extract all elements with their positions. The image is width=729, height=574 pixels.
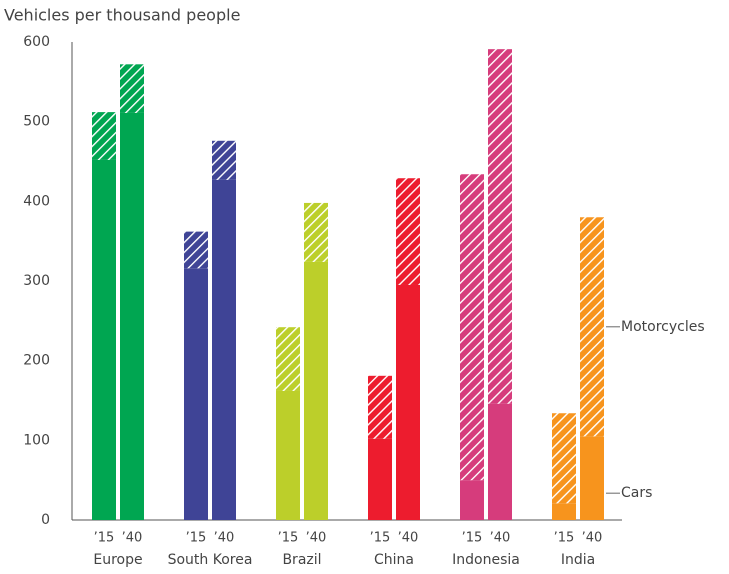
period-label: ’40 — [306, 531, 327, 546]
y-tick-label: 200 — [23, 353, 50, 369]
period-label: ’40 — [398, 531, 419, 546]
group-label: Brazil — [282, 552, 321, 568]
y-tick-label: 500 — [23, 114, 50, 130]
bar-segment-hatched — [488, 49, 512, 404]
bar-segment-hatched — [552, 413, 576, 504]
bar-segment — [212, 179, 236, 520]
bar-segment-hatched — [120, 64, 144, 113]
period-label: ’15 — [462, 531, 483, 546]
period-label: ’15 — [278, 531, 299, 546]
bar-segment — [304, 261, 328, 520]
period-label: ’15 — [554, 531, 575, 546]
bar-segment — [368, 438, 392, 520]
y-axis-title: Vehicles per thousand people — [4, 6, 240, 25]
bar-segment-hatched — [368, 375, 392, 439]
y-tick-label: 300 — [23, 273, 50, 289]
group-label: Indonesia — [452, 552, 520, 568]
y-tick-label: 100 — [23, 432, 50, 448]
bar-segment — [488, 403, 512, 520]
group-label: South Korea — [168, 552, 253, 568]
group-label: China — [374, 552, 414, 568]
period-label: ’40 — [214, 531, 235, 546]
y-tick-label: 400 — [23, 193, 50, 209]
bar-segment — [460, 480, 484, 520]
period-label: ’15 — [370, 531, 391, 546]
bar-segment-hatched — [396, 178, 420, 285]
y-tick-label: 600 — [23, 34, 50, 50]
bar-segment-hatched — [460, 174, 484, 481]
bar-segment — [396, 284, 420, 520]
series-label: Cars — [621, 485, 652, 501]
bar-segment — [552, 503, 576, 520]
period-label: ’15 — [94, 531, 115, 546]
period-label: ’40 — [122, 531, 143, 546]
y-tick-label: 0 — [41, 512, 50, 528]
bar-segment — [184, 268, 208, 520]
bar-segment-hatched — [580, 217, 604, 437]
period-label: ’40 — [582, 531, 603, 546]
period-label: ’15 — [186, 531, 207, 546]
period-label: ’40 — [490, 531, 511, 546]
bar-segment — [120, 112, 144, 521]
group-label: India — [561, 552, 595, 568]
bar-segment-hatched — [276, 327, 300, 391]
group-label: Europe — [93, 552, 142, 568]
bar-segment — [92, 159, 116, 520]
bar-segment-hatched — [92, 112, 116, 160]
bar-segment — [580, 436, 604, 520]
bar-segment — [276, 390, 300, 520]
bar-segment-hatched — [184, 231, 208, 269]
bar-segment-hatched — [304, 202, 328, 262]
bar-segment-hatched — [212, 140, 236, 180]
series-label: Motorcycles — [621, 319, 705, 335]
